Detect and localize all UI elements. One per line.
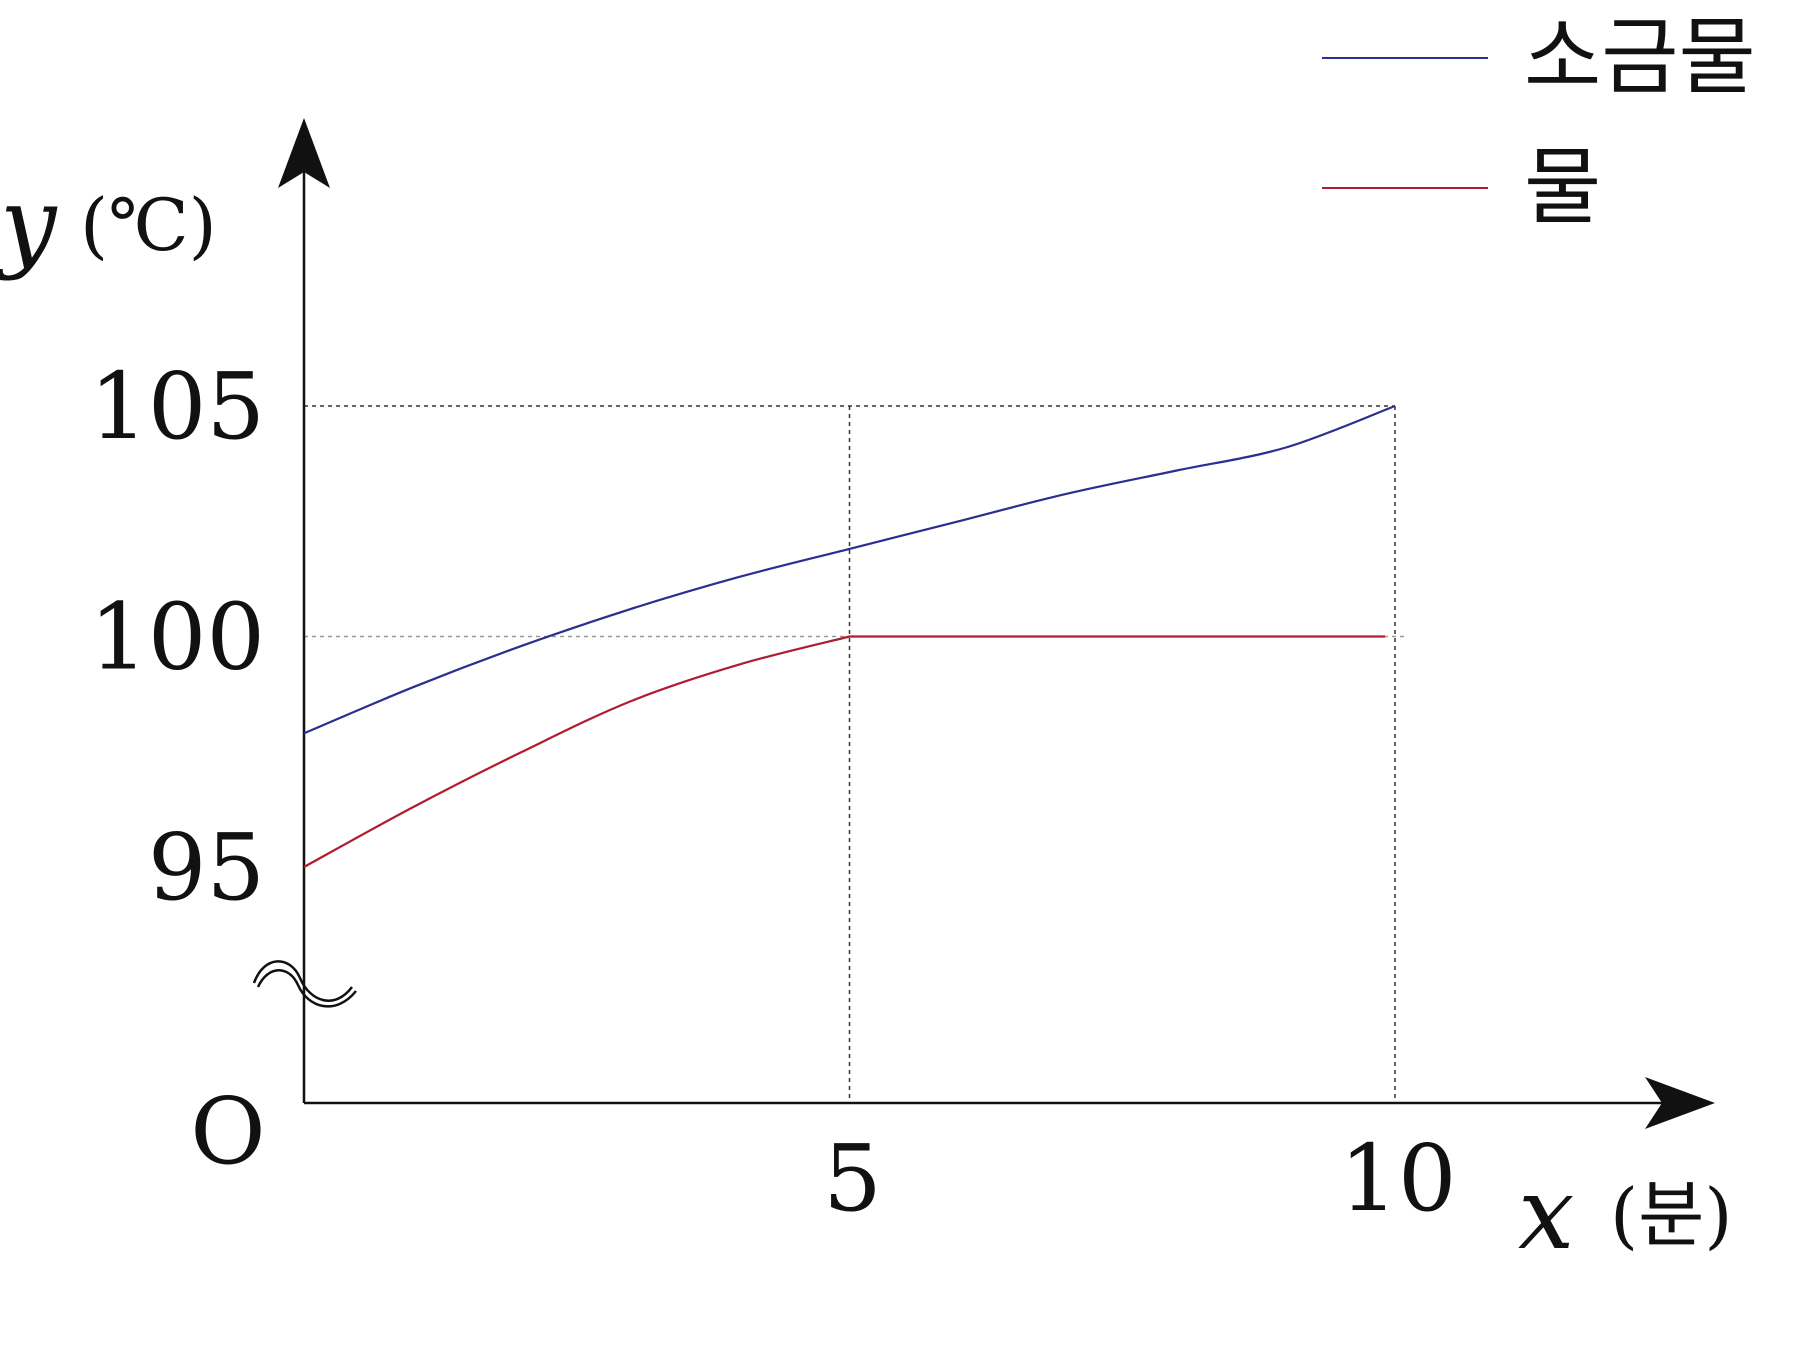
series-line-saltwater bbox=[303, 404, 1396, 735]
y-tick-label: 100 bbox=[89, 584, 265, 691]
origin-label: O bbox=[190, 1078, 265, 1185]
legend-label: 소금물 bbox=[1524, 8, 1756, 106]
x-axis-title: x (분) bbox=[1518, 1155, 1732, 1272]
x-axis-unit: (분) bbox=[1610, 1173, 1732, 1257]
y-tick-label: 105 bbox=[89, 353, 265, 460]
series-layer bbox=[303, 404, 1396, 868]
x-tick-label: 10 bbox=[1339, 1125, 1456, 1232]
x-tick-label: 5 bbox=[823, 1125, 882, 1232]
axes bbox=[278, 118, 1715, 1129]
guide-lines bbox=[304, 405, 1405, 1103]
x-axis-arrow bbox=[1645, 1077, 1715, 1129]
y-axis-unit: (℃) bbox=[80, 183, 217, 267]
y-axis-title: y (℃) bbox=[0, 165, 217, 282]
x-axis-variable: x bbox=[1518, 1155, 1574, 1272]
series-line-water bbox=[303, 635, 1385, 868]
y-axis-arrow bbox=[278, 118, 330, 188]
axis-break-symbol bbox=[252, 960, 357, 1008]
legend-label: 물 bbox=[1524, 138, 1601, 236]
y-axis-variable: y bbox=[0, 165, 58, 282]
y-tick-label: 95 bbox=[148, 814, 265, 921]
tick-labels: O 95 100 105 5 10 bbox=[89, 353, 1456, 1232]
